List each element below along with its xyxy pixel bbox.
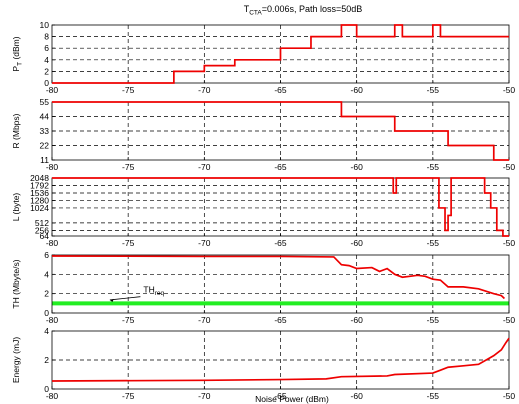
y-tick-label: 2: [44, 289, 49, 299]
y-axis-label: TH (Mbyte/s): [11, 259, 21, 308]
x-tick-label: -70: [198, 315, 211, 325]
x-tick-label: -55: [427, 315, 440, 325]
x-tick-label: -70: [198, 391, 211, 401]
y-axis-label: R (Mbps): [11, 113, 21, 148]
y-tick-label: 256: [35, 225, 49, 235]
y-tick-label: 33: [40, 126, 50, 136]
x-tick-label: -60: [351, 162, 364, 172]
y-axis-label: PT (dBm): [11, 36, 24, 71]
x-tick-label: -80: [46, 238, 59, 248]
panel-energy: -80 -75 -70 -65 -60 -55 -50 0 2 4 Energy (mJ): [11, 326, 515, 401]
title-rest: =0.006s, Path loss=50dB: [262, 4, 363, 14]
x-tick-label: -70: [198, 162, 211, 172]
x-tick-label: -60: [351, 238, 364, 248]
x-tick-label: -75: [122, 85, 135, 95]
y-tick-label: 2: [44, 355, 49, 365]
x-tick-label: -60: [351, 85, 364, 95]
x-tick-label: -55: [427, 391, 440, 401]
annotation-th-req: THreq: [143, 285, 164, 298]
y-tick-label: 0: [44, 78, 49, 88]
y-tick-label: 4: [44, 55, 49, 65]
panel-throughput: -80 -75 -70 -65 -60 -55 -50 0 2 4 6 TH (Mbyte/s) THr…: [11, 250, 515, 325]
x-tick-label: -50: [503, 315, 516, 325]
series-line-energy: [51, 337, 510, 382]
x-tick-label: -65: [274, 315, 287, 325]
series-line-length: [52, 177, 509, 237]
y-tick-label: 6: [44, 43, 49, 53]
series-line-power: [52, 24, 509, 84]
y-tick-label: 4: [44, 326, 49, 336]
x-tick-label: -75: [122, 315, 135, 325]
x-tick-label: -60: [351, 391, 364, 401]
title-main: T: [244, 4, 250, 14]
series-line-throughput: [51, 255, 506, 300]
y-axis-label: Energy (mJ): [11, 337, 21, 383]
y-tick-label: 11: [40, 155, 49, 165]
x-tick-label: -55: [427, 162, 440, 172]
y-tick-label: 0: [44, 308, 49, 318]
x-tick-label: -50: [503, 85, 516, 95]
x-tick-label: -75: [122, 238, 135, 248]
y-tick-label: 22: [40, 141, 50, 151]
y-tick-label: 64: [40, 231, 50, 241]
x-tick-label: -80: [46, 162, 59, 172]
x-tick-label: -65: [274, 85, 287, 95]
x-tick-label: -80: [46, 391, 59, 401]
x-tick-label: -55: [427, 85, 440, 95]
x-tick-label: -70: [198, 238, 211, 248]
x-tick-label: -75: [122, 162, 135, 172]
x-tick-label: -80: [46, 85, 59, 95]
y-tick-label: 55: [40, 97, 50, 107]
y-tick-label: 2: [44, 66, 49, 76]
x-tick-label: -65: [274, 238, 287, 248]
y-tick-label: 1792: [30, 180, 49, 190]
y-tick-label: 44: [40, 112, 50, 122]
annotation-arrowhead: [109, 298, 114, 302]
y-tick-label: 10: [40, 20, 50, 30]
y-tick-label: 8: [44, 32, 49, 42]
panel-rate: -80 -75 -70 -65 -60 -55 -50 11 22 33 44 55 R (Mbps): [11, 97, 515, 172]
y-tick-label: 6: [44, 250, 49, 260]
x-tick-label: -50: [503, 238, 516, 248]
annotation-arrow: [109, 296, 141, 301]
y-tick-label: 1024: [30, 203, 49, 213]
x-tick-label: -65: [274, 391, 287, 401]
y-tick-label: 1536: [30, 188, 49, 198]
x-tick-label: -50: [503, 391, 516, 401]
y-tick-label: 0: [44, 384, 49, 394]
y-tick-label: 4: [44, 269, 49, 279]
x-tick-label: -70: [198, 85, 211, 95]
x-tick-label: -55: [427, 238, 440, 248]
x-axis-label: Noise Power (dBm): [255, 394, 329, 404]
series-line-rate: [52, 101, 509, 161]
x-tick-label: -80: [46, 315, 59, 325]
panel-power: -80 -75 -70 -65 -60 -55 -50 0 24 68 10 PT (dBm): [11, 20, 515, 95]
chart-title: TCTA=0.006s, Path loss=50dB: [244, 4, 363, 17]
x-tick-label: -60: [351, 315, 364, 325]
title-subscript: CTA: [249, 10, 262, 17]
x-tick-label: -65: [274, 162, 287, 172]
x-tick-label: -50: [503, 162, 516, 172]
x-tick-label: -75: [122, 391, 135, 401]
y-axis-label: L (byte): [11, 193, 21, 222]
y-tick-label: 2048: [30, 173, 49, 183]
y-tick-label: 512: [35, 218, 49, 228]
y-tick-label: 1280: [30, 195, 49, 205]
